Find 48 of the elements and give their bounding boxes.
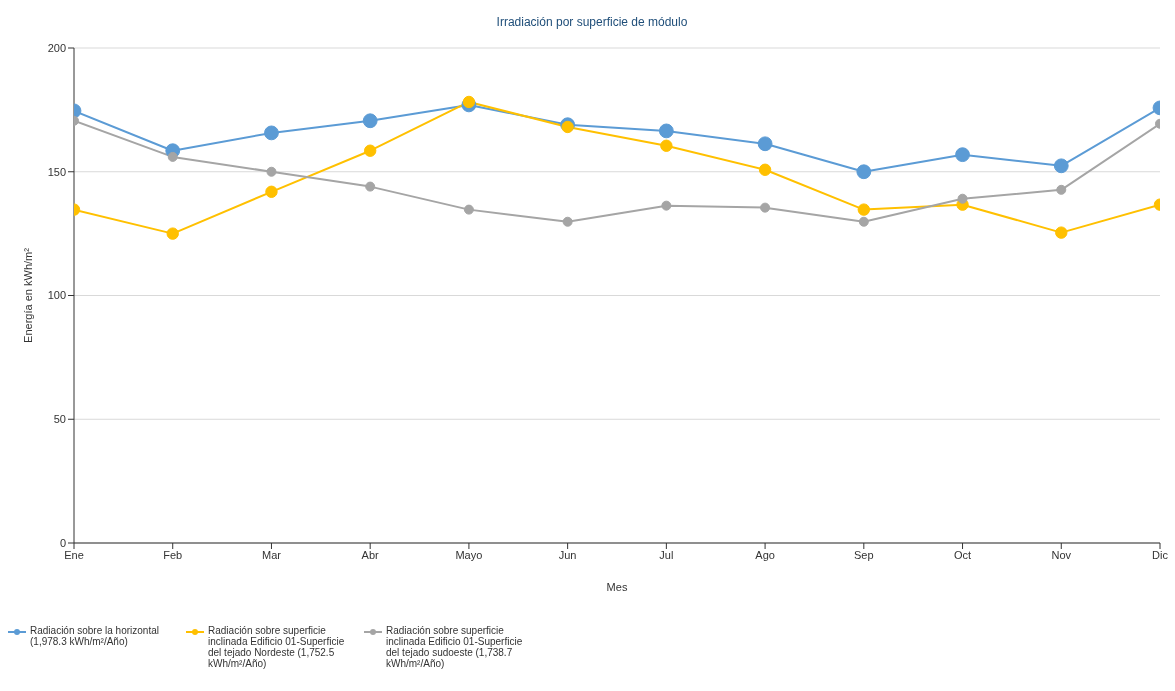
point	[266, 166, 277, 177]
point	[166, 227, 179, 240]
point	[758, 163, 772, 176]
legend-label: Radiación sobre superficie inclinada Edificio 01-Superficie del tejado sudoeste (1,738.7 kWh/m²/Año)	[386, 625, 524, 669]
x-tick-label: Jun	[558, 548, 577, 561]
point	[857, 203, 871, 216]
point	[1056, 184, 1067, 195]
x-tick-label: Nov	[1051, 548, 1072, 561]
point	[463, 204, 474, 215]
point	[1055, 226, 1068, 239]
x-tick-label: Jul	[659, 548, 674, 561]
point	[955, 147, 970, 163]
x-tick-label: Sep	[854, 548, 874, 561]
point	[760, 202, 771, 213]
x-tick-label: Abr	[361, 548, 380, 561]
legend-label: Radiación sobre la horizontal (1,978.3 kWh/m²/Año)	[30, 625, 160, 647]
x-tick-label: Mayo	[455, 548, 483, 561]
point	[562, 216, 573, 227]
point	[363, 144, 377, 157]
y-tick-label: 150	[47, 165, 66, 178]
x-tick-label: Ago	[755, 548, 775, 561]
point	[661, 200, 672, 211]
y-tick-label: 100	[47, 289, 66, 302]
point	[658, 123, 674, 139]
legend-label: Radiación sobre superficie inclinada Edificio 01-Superficie del tejado Nordeste (1,752.5 kWh/m²/Año)	[208, 625, 346, 669]
point	[365, 181, 376, 192]
point	[462, 95, 476, 109]
point	[362, 113, 378, 129]
point	[264, 125, 279, 141]
x-tick-label: Oct	[953, 548, 972, 561]
y-tick-label: 50	[53, 413, 66, 426]
x-tick-label: Feb	[163, 548, 183, 561]
point	[1053, 158, 1069, 174]
y-tick-label: 0	[59, 536, 66, 549]
point	[957, 193, 968, 204]
x-tick-label: Dic	[1152, 548, 1169, 561]
x-axis-title: Mes	[606, 581, 628, 593]
point	[858, 216, 869, 227]
point	[757, 136, 773, 152]
point	[660, 139, 673, 152]
chart-title: Irradiación por superficie de módulo	[496, 15, 688, 29]
x-tick-label: Ene	[64, 548, 84, 561]
x-tick-label: Mar	[261, 548, 282, 561]
y-axis-title: Energía en kWh/m²	[21, 247, 34, 343]
point	[265, 185, 278, 198]
y-tick-label: 200	[47, 41, 66, 54]
point	[856, 164, 872, 180]
point	[167, 151, 178, 162]
